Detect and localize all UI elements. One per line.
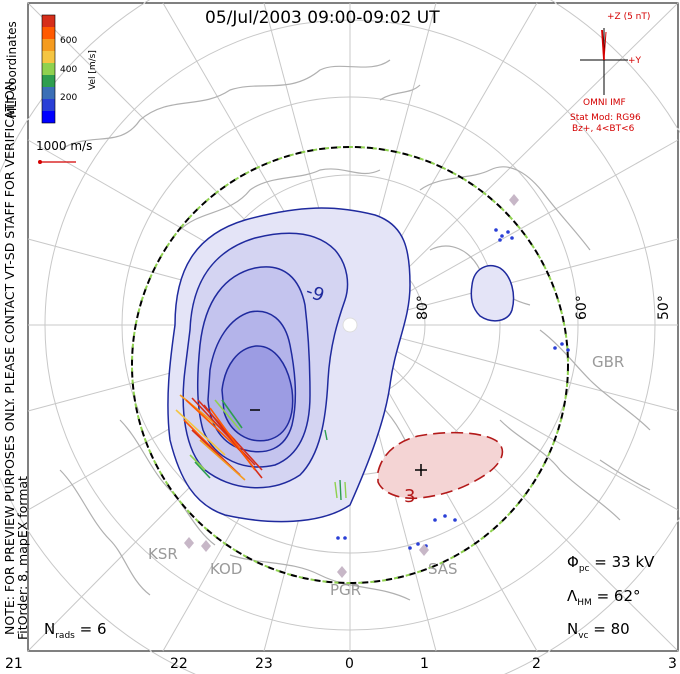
station-ksr: KSR [148,545,178,563]
imf-z-label: +Z (5 nT) [607,12,651,22]
stat-n-vc-value: = 80 [593,620,630,638]
magnetic-pole-marker [342,317,358,333]
stat-lambda-hm-symbol: Λ [567,587,578,605]
colorbar-tick-600: 600 [60,36,78,46]
lat-label-60: 60° [574,295,590,320]
mlt-tick-23: 23 [255,656,273,672]
mlt-tick-0: 0 [345,656,354,672]
imf-model: Stat Mod: RG96 [570,113,641,123]
stat-lambda-hm-sub: HM [577,598,592,608]
stat-phi-pc-sub: pc [578,564,590,574]
stat-phi-pc-symbol: Φ [567,553,579,571]
mlt-tick-2: 2 [532,656,541,672]
stat-n-rads-value: = 6 [79,620,107,638]
colorbar [41,14,56,124]
stat-n-vc-symbol: N [567,620,579,638]
contour-label-positive: 3 [404,486,416,507]
imf-clock [580,28,628,95]
mlt-tick-3: 3 [668,656,677,672]
lat-label-50: 50° [656,295,672,320]
mlt-tick-22: 22 [170,656,188,672]
imf-source: OMNI IMF [583,98,626,108]
stat-phi-pc: Φpc = 33 kV [567,553,654,574]
stat-n-rads-symbol: N [44,620,56,638]
imf-y-label: +Y [628,56,642,66]
station-gbr: GBR [592,353,625,371]
map-title: 05/Jul/2003 09:00-09:02 UT [205,8,440,28]
hm-boundary-green [131,146,569,584]
velocity-vectors-blue [336,228,570,550]
colorbar-label: Vel [m/s] [88,50,98,90]
fit-order-note: FitOrder: 8, mapEX format [15,476,30,640]
stat-n-rads: Nrads = 6 [44,620,107,641]
station-kod: KOD [210,560,243,578]
mlt-tick-1: 1 [420,656,429,672]
lat-label-80: 80° [415,295,431,320]
colorbar-tick-200: 200 [60,93,78,103]
stat-n-vc-sub: vc [578,631,589,641]
mlt-tick-21: 21 [5,656,23,672]
stat-n-vc: Nvc = 80 [567,620,630,641]
negative-cell [167,207,411,523]
stat-lambda-hm: ΛHM = 62° [567,587,641,608]
station-pgr: PGR [330,581,362,599]
stat-n-rads-sub: rads [55,631,75,641]
negative-contour-5 [221,345,294,442]
positive-cell [377,431,504,500]
velocity-vectors-dusk [175,394,263,481]
colorbar-tick-400: 400 [60,65,78,75]
reference-vector-graphic [38,160,76,164]
stat-phi-pc-value: = 33 kV [594,553,655,571]
velocity-vectors-noon [324,429,347,501]
negative-island [470,264,515,322]
stat-lambda-hm-value: = 62° [596,587,641,605]
max-marker [415,464,427,476]
station-sas: SAS [428,560,458,578]
imf-condition: Bz+, 4<BT<6 [572,124,635,134]
reference-vector-label: 1000 m/s [36,139,93,153]
radar-site-markers [184,194,519,578]
